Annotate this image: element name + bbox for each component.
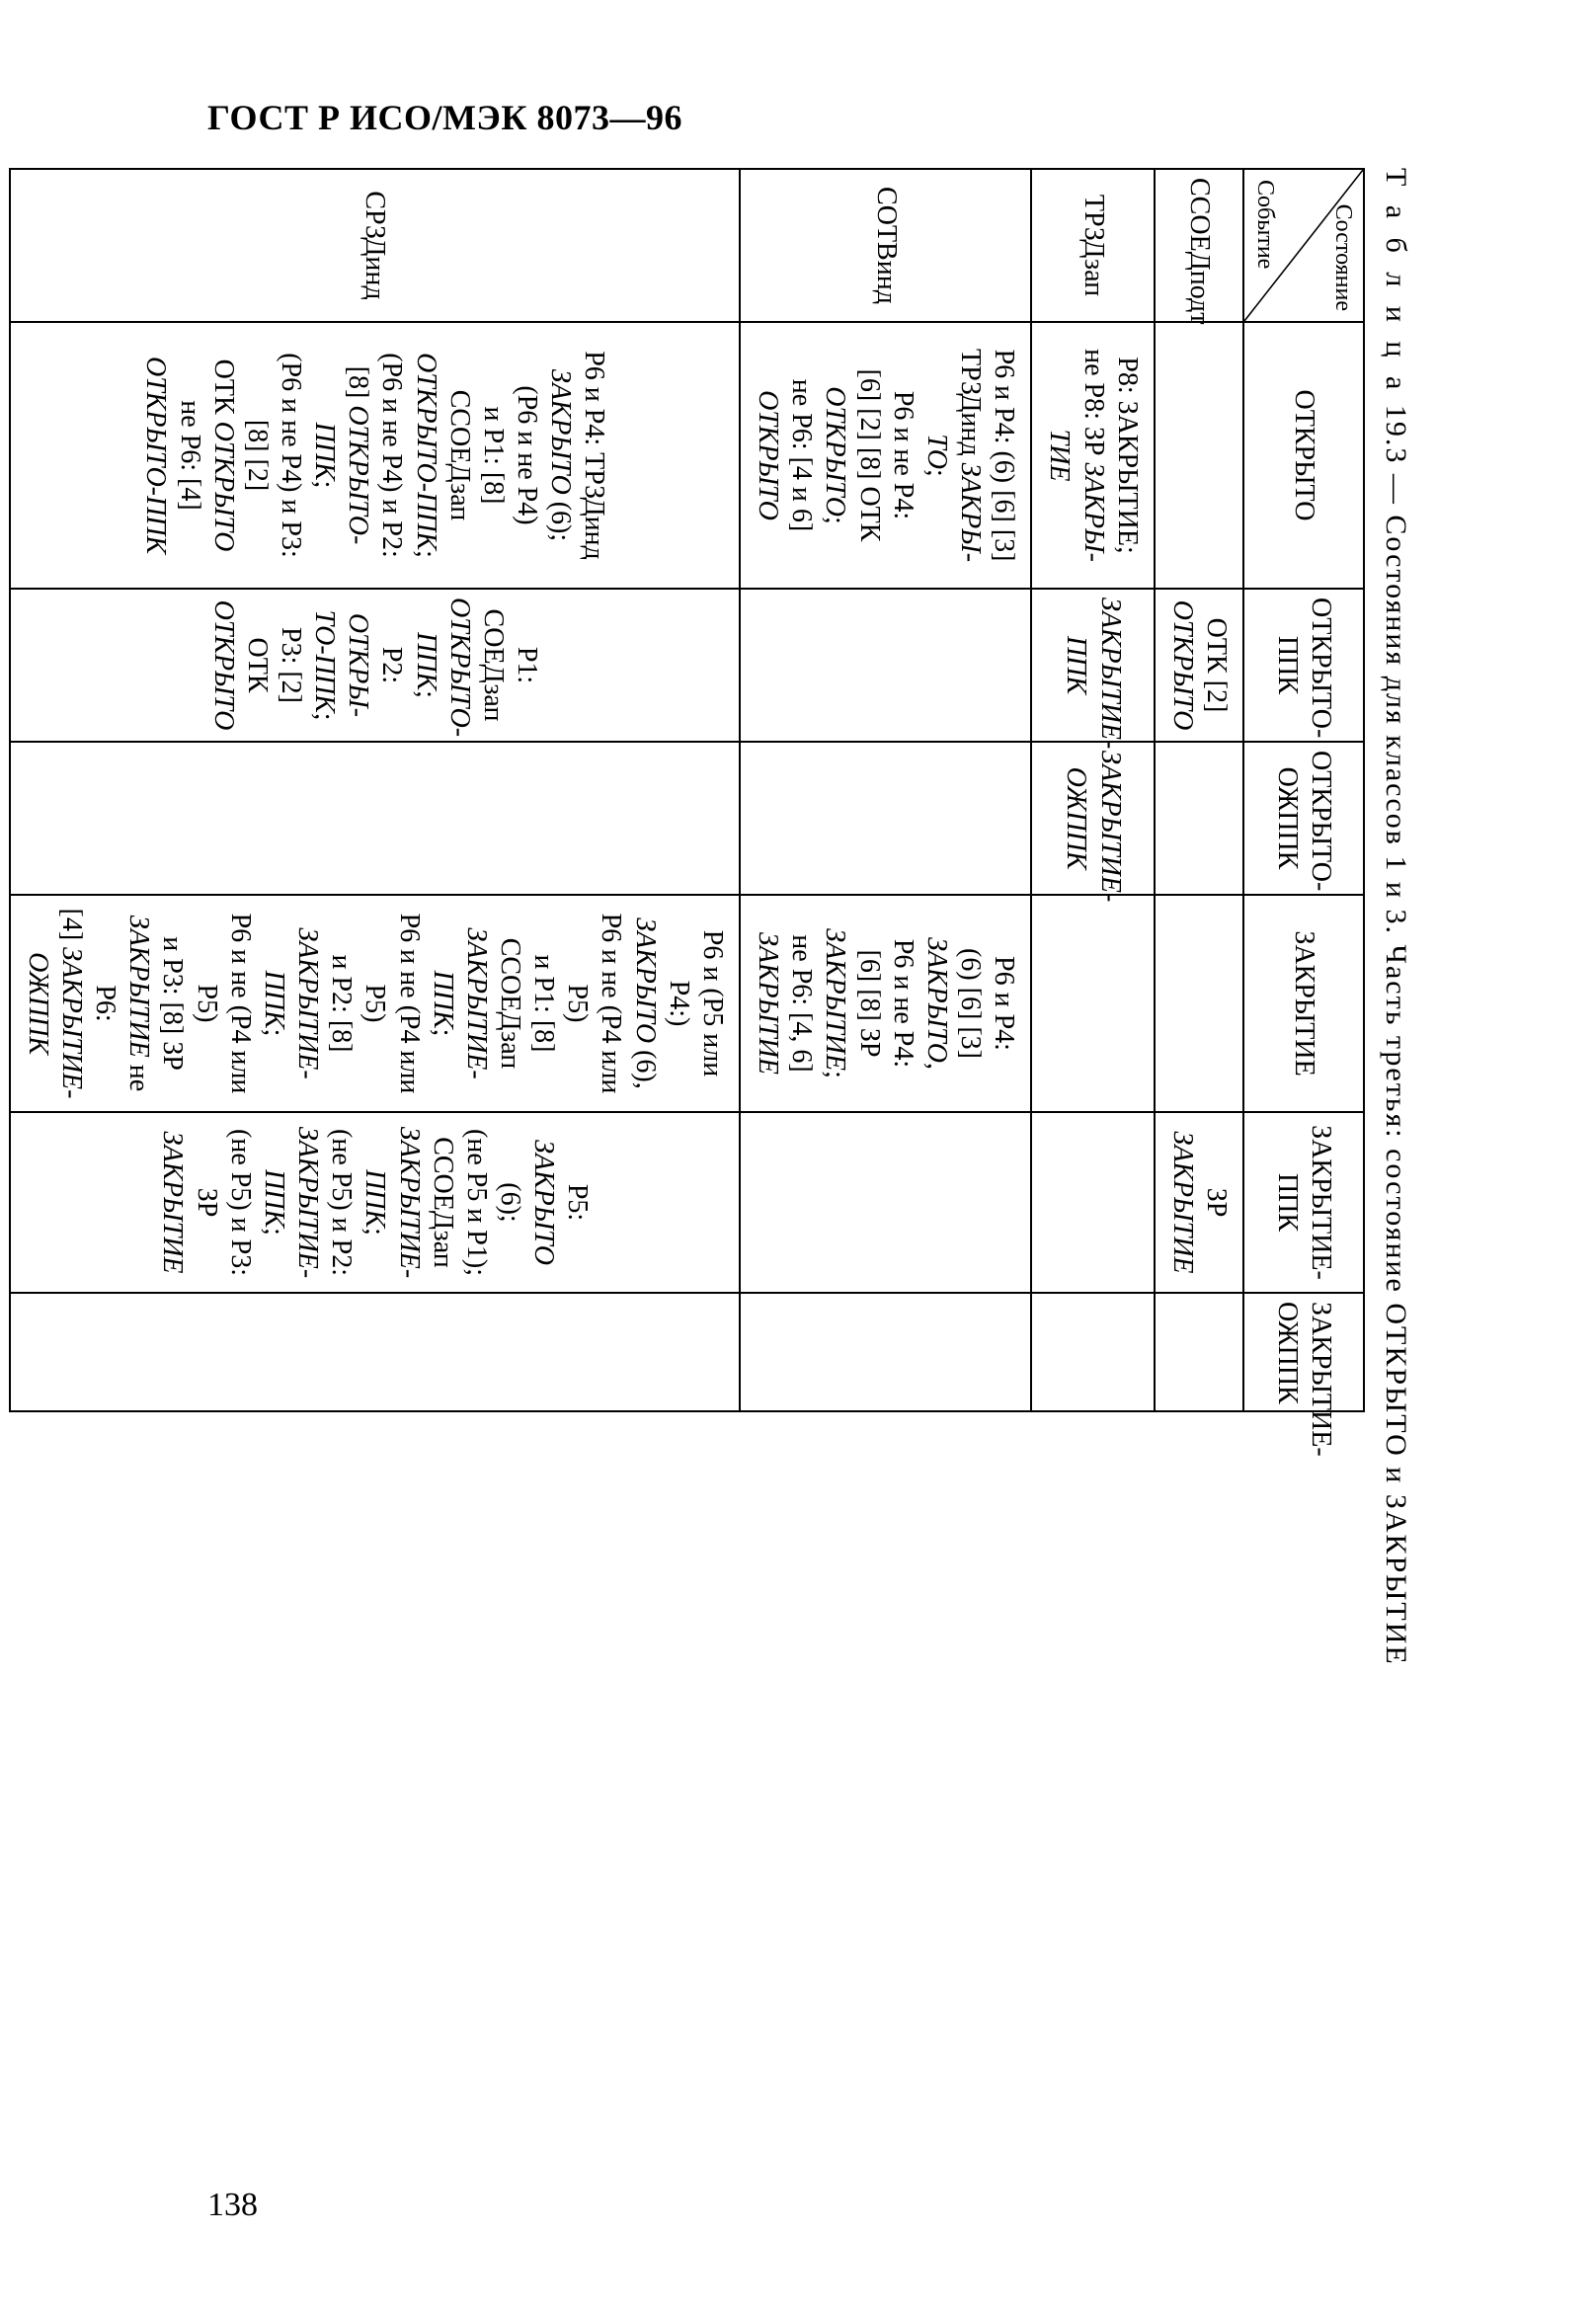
state-cell (1031, 1293, 1154, 1411)
event-cell: ССОЕДподт (1155, 169, 1243, 322)
state-cell: Р6 и Р4:(6) [6] [3]ЗАКРЫТО,Р6 и не Р4:[6… (740, 895, 1031, 1112)
state-cell: Р1: СОЕДзапОТКРЫТО-ППК;Р2: ОТКРЫ-ТО-ППК;… (10, 589, 740, 742)
state-cell (740, 1112, 1031, 1293)
state-cell: Р6 и Р4: ТРЗДиндЗАКРЫТО (6);(Р6 и не Р4)… (10, 322, 740, 589)
state-cell (740, 589, 1031, 742)
event-cell: СОТВинд (740, 169, 1031, 322)
state-cell (740, 742, 1031, 895)
page-number: 138 (207, 2187, 258, 2224)
caption-number: 19.3 (1380, 405, 1412, 465)
state-cell: ЗАКРЫТИЕ-ОЖППК (1031, 742, 1154, 895)
col-header: ЗАКРЫТИЕ-ППК (1243, 1112, 1364, 1293)
state-cell (10, 1293, 740, 1411)
table-row: СОТВинд Р6 и Р4: (6) [6] [3]ТРЗДинд ЗАКР… (740, 169, 1031, 1411)
state-cell: ЗР ЗАКРЫТИЕ (1155, 1112, 1243, 1293)
state-cell (1155, 895, 1243, 1112)
diag-header: Состояние Событие (1243, 169, 1364, 322)
document-header: ГОСТ Р ИСО/МЭК 8073—96 (207, 97, 682, 138)
caption-text: Состояния для классов 1 и 3. Часть треть… (1380, 515, 1412, 1665)
table-caption: Т а б л и ц а 19.3 — Состояния для класс… (1379, 168, 1412, 2114)
state-cell: Р6 и (Р5 или Р4:)ЗАКРЫТО (6),Р6 и не (Р4… (10, 895, 740, 1112)
table-row: СРЗДинд Р6 и Р4: ТРЗДиндЗАКРЫТО (6);(Р6 … (10, 169, 740, 1411)
rotated-content: Т а б л и ц а 19.3 — Состояния для класс… (168, 168, 1412, 2114)
state-table: Состояние Событие ОТКРЫТО ОТКРЫТО-ППК ОТ… (9, 168, 1365, 1412)
state-cell (1155, 742, 1243, 895)
state-cell: ОТК [2]ОТКРЫТО (1155, 589, 1243, 742)
state-cell (1031, 895, 1154, 1112)
state-cell (1155, 1293, 1243, 1411)
table-head: Состояние Событие ОТКРЫТО ОТКРЫТО-ППК ОТ… (1243, 169, 1364, 1411)
col-header: ОТКРЫТО-ОЖППК (1243, 742, 1364, 895)
table-body: ССОЕДподт ОТК [2]ОТКРЫТО ЗР ЗАКРЫТИЕ ТРЗ… (10, 169, 1243, 1411)
state-cell (1031, 1112, 1154, 1293)
state-cell (740, 1293, 1031, 1411)
diag-bottom-label: Событие (1250, 180, 1279, 269)
page: ГОСТ Р ИСО/МЭК 8073—96 Т а б л и ц а 19.… (0, 0, 1596, 2313)
state-cell: Р8: ЗАКРЫТИЕ;не Р8: ЗР ЗАКРЫ-ТИЕ (1031, 322, 1154, 589)
caption-dash: — (1380, 474, 1412, 506)
diag-top-label: Состояние (1328, 204, 1357, 311)
state-cell (1155, 322, 1243, 589)
table-row: ССОЕДподт ОТК [2]ОТКРЫТО ЗР ЗАКРЫТИЕ (1155, 169, 1243, 1411)
header-row: Состояние Событие ОТКРЫТО ОТКРЫТО-ППК ОТ… (1243, 169, 1364, 1411)
event-cell: СРЗДинд (10, 169, 740, 322)
state-cell (10, 742, 740, 895)
col-header: ЗАКРЫТИЕ-ОЖППК (1243, 1293, 1364, 1411)
caption-word: Т а б л и ц а (1380, 168, 1412, 395)
event-cell: ТРЗДзап (1031, 169, 1154, 322)
table-row: ТРЗДзап Р8: ЗАКРЫТИЕ;не Р8: ЗР ЗАКРЫ-ТИЕ… (1031, 169, 1154, 1411)
col-header: ЗАКРЫТИЕ (1243, 895, 1364, 1112)
col-header: ОТКРЫТО (1243, 322, 1364, 589)
state-cell: Р6 и Р4: (6) [6] [3]ТРЗДинд ЗАКРЫ-ТО;Р6 … (740, 322, 1031, 589)
col-header: ОТКРЫТО-ППК (1243, 589, 1364, 742)
state-cell: ЗАКРЫТИЕ-ППК (1031, 589, 1154, 742)
state-cell: Р5: ЗАКРЫТО(6);(не Р5 и Р1);ССОЕДзапЗАКР… (10, 1112, 740, 1293)
